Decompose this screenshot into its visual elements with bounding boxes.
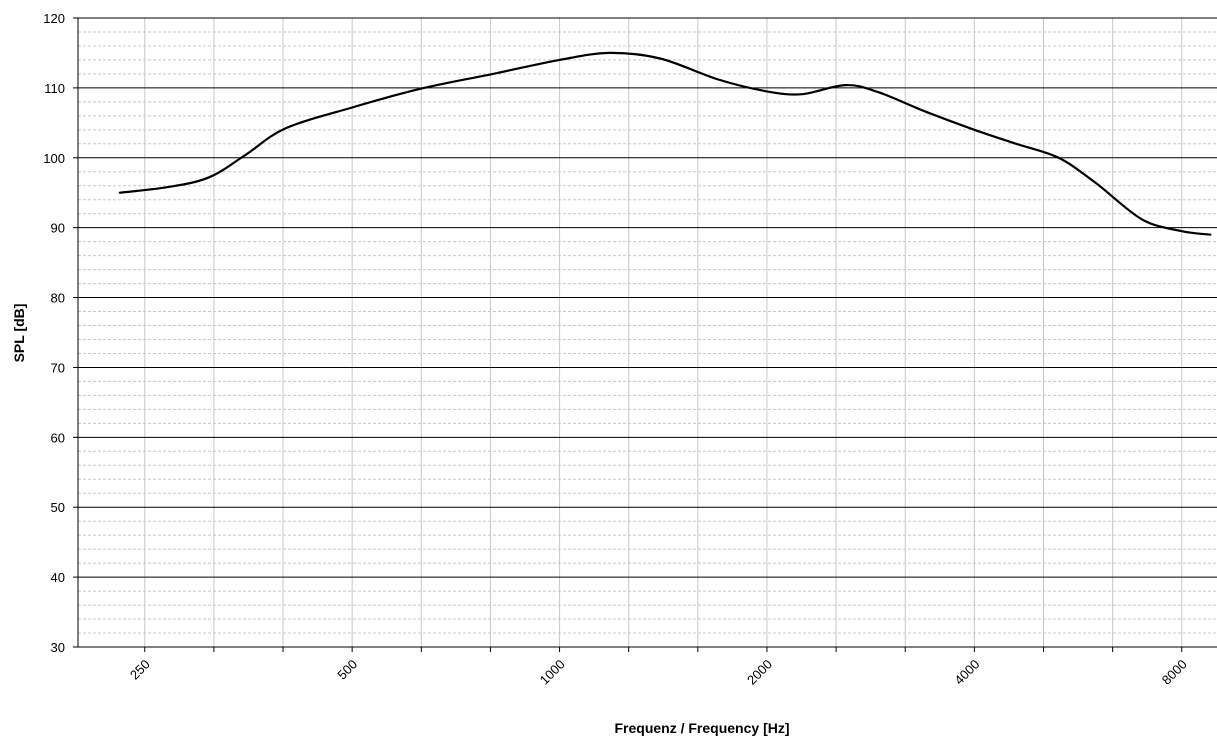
major-gridlines (78, 17, 1217, 648)
x-tick-label: 500 (334, 657, 360, 683)
x-tick-label: 250 (127, 657, 153, 683)
minor-gridlines (78, 18, 1217, 647)
y-tick-label: 80 (51, 291, 65, 306)
y-tick-label: 40 (51, 570, 65, 585)
y-tick-label: 70 (51, 360, 65, 375)
x-tick-label: 1000 (537, 657, 568, 688)
series-layer (118, 51, 1212, 236)
y-tick-label: 60 (51, 430, 65, 445)
y-tick-label: 110 (44, 81, 65, 96)
x-tick-label: 4000 (951, 657, 982, 688)
tick-labels: 30 40 50 60 70 80 90 100 110 120 250 500 1000 2000 400… (43, 11, 1190, 688)
y-tick-label: 90 (51, 221, 65, 236)
y-tick-label: 100 (43, 151, 65, 166)
y-tick-label: 50 (51, 500, 65, 515)
y-axis-title: SPL [dB] (11, 304, 27, 363)
x-axis-title: Frequenz / Frequency [Hz] (614, 720, 789, 736)
axes (73, 17, 1217, 652)
y-tick-label: 120 (43, 11, 65, 26)
x-tick-label: 8000 (1159, 657, 1190, 688)
y-tick-label: 30 (51, 640, 65, 655)
series-line (118, 51, 1212, 236)
x-tick-label: 2000 (744, 657, 775, 688)
